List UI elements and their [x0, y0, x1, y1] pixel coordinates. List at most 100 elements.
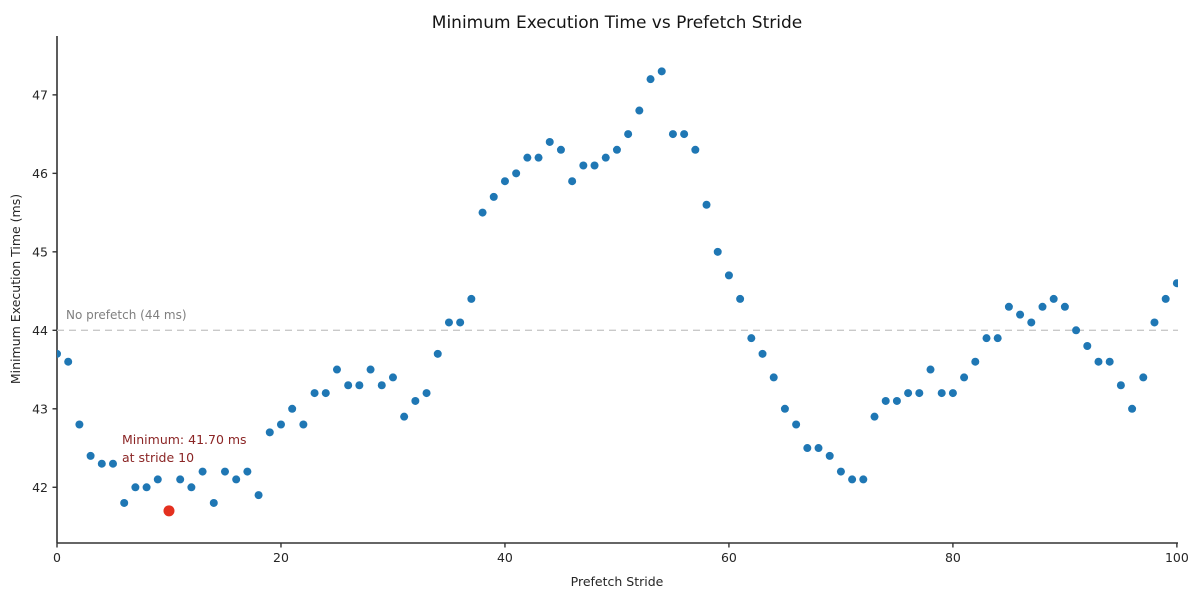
data-point — [57, 349, 61, 358]
x-tick-label: 80 — [945, 550, 961, 565]
data-point — [310, 389, 319, 398]
data-point — [926, 365, 935, 374]
data-point — [321, 389, 330, 398]
data-point — [814, 444, 823, 453]
data-point — [265, 428, 274, 437]
x-tick-label: 0 — [53, 550, 61, 565]
data-point — [590, 161, 599, 170]
data-point — [198, 467, 207, 476]
data-point — [187, 483, 196, 492]
x-tick-label: 40 — [497, 550, 513, 565]
reference-line-label: No prefetch (44 ms) — [66, 308, 187, 322]
data-point — [534, 153, 543, 162]
data-point — [377, 381, 386, 390]
data-point — [948, 389, 957, 398]
data-point — [982, 334, 991, 343]
data-point — [1105, 357, 1114, 366]
data-point — [971, 357, 980, 366]
data-point — [1004, 302, 1013, 311]
data-point — [500, 177, 509, 186]
data-point — [366, 365, 375, 374]
y-tick-label: 44 — [32, 323, 48, 338]
data-point — [736, 294, 745, 303]
data-point — [915, 389, 924, 398]
data-point — [1060, 302, 1069, 311]
data-point — [243, 467, 252, 476]
data-point — [892, 396, 901, 405]
data-point — [444, 318, 453, 327]
x-tick-label: 100 — [1165, 550, 1189, 565]
data-point — [86, 451, 95, 460]
y-axis-label: Minimum Execution Time (ms) — [8, 194, 23, 384]
data-point — [601, 153, 610, 162]
data-point — [299, 420, 308, 429]
data-point — [646, 75, 655, 84]
y-tick-label: 43 — [32, 401, 48, 416]
data-point — [1016, 310, 1025, 319]
data-point — [220, 467, 229, 476]
data-point — [1027, 318, 1036, 327]
data-point — [64, 357, 73, 366]
data-point — [556, 145, 565, 154]
data-point — [937, 389, 946, 398]
minimum-data-point — [163, 505, 175, 517]
data-point — [579, 161, 588, 170]
data-point — [836, 467, 845, 476]
data-point — [1094, 357, 1103, 366]
data-point — [635, 106, 644, 115]
y-tick-label: 47 — [32, 87, 48, 102]
data-point — [1172, 279, 1178, 288]
data-point — [993, 334, 1002, 343]
data-point — [433, 349, 442, 358]
data-point — [209, 498, 218, 507]
data-point — [153, 475, 162, 484]
data-point — [232, 475, 241, 484]
axes: 0 20 40 60 80 100 42 43 44 45 46 47 — [32, 36, 1189, 565]
data-point — [288, 404, 297, 413]
data-point — [512, 169, 521, 178]
data-point — [545, 137, 554, 146]
data-point — [568, 177, 577, 186]
data-point — [523, 153, 532, 162]
data-point — [780, 404, 789, 413]
data-point — [1161, 294, 1170, 303]
data-points-group — [57, 67, 1178, 517]
data-point — [120, 498, 129, 507]
data-point — [792, 420, 801, 429]
data-point — [1116, 381, 1125, 390]
data-point — [142, 483, 151, 492]
y-tick-label: 42 — [32, 480, 48, 495]
data-point — [668, 130, 677, 139]
x-axis-label: Prefetch Stride — [571, 574, 664, 589]
data-point — [1083, 342, 1092, 351]
minimum-annotation-line1: Minimum: 41.70 ms — [122, 432, 247, 447]
data-point — [388, 373, 397, 382]
data-point — [713, 247, 722, 256]
data-point — [422, 389, 431, 398]
data-point — [657, 67, 666, 76]
data-point — [960, 373, 969, 382]
data-point — [131, 483, 140, 492]
data-point — [680, 130, 689, 139]
data-point — [355, 381, 364, 390]
y-tick-label: 45 — [32, 244, 48, 259]
data-point — [881, 396, 890, 405]
data-point — [75, 420, 84, 429]
chart-title: Minimum Execution Time vs Prefetch Strid… — [432, 13, 802, 33]
data-point — [747, 334, 756, 343]
data-point — [624, 130, 633, 139]
data-point — [724, 271, 733, 280]
data-point — [1072, 326, 1081, 335]
minimum-annotation-line2: at stride 10 — [122, 450, 194, 465]
data-point — [254, 491, 263, 500]
data-point — [1038, 302, 1047, 311]
y-tick-label: 46 — [32, 166, 48, 181]
data-point — [1150, 318, 1159, 327]
data-point — [400, 412, 409, 421]
data-point — [478, 208, 487, 217]
data-point — [97, 459, 106, 468]
x-tick-label: 60 — [721, 550, 737, 565]
data-point — [276, 420, 285, 429]
data-point — [456, 318, 465, 327]
